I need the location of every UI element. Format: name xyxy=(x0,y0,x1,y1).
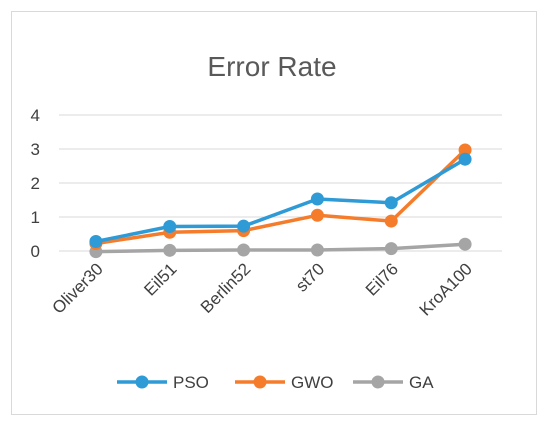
y-axis-ticks: 0 1 2 3 4 xyxy=(31,106,40,261)
legend-item-ga: GA xyxy=(353,373,434,392)
data-point-gwo xyxy=(384,214,398,228)
legend-label-ga: GA xyxy=(409,373,434,392)
y-tick-label: 4 xyxy=(31,106,40,125)
x-tick-label: Eil76 xyxy=(362,259,402,299)
legend-label-gwo: GWO xyxy=(291,373,334,392)
series-pso xyxy=(89,152,472,248)
data-point-ga xyxy=(163,243,177,257)
chart-frame: Error Rate 0 1 2 3 4 Oliver30 Eil51 Berlin52 st… xyxy=(11,11,537,415)
line-chart: Error Rate 0 1 2 3 4 Oliver30 Eil51 Berlin52 st… xyxy=(31,51,502,392)
legend-label-pso: PSO xyxy=(173,373,209,392)
y-tick-label: 1 xyxy=(31,208,40,227)
data-point-ga xyxy=(384,242,398,256)
data-point-pso xyxy=(458,152,472,166)
data-point-gwo xyxy=(458,143,472,157)
data-point-pso xyxy=(384,196,398,210)
y-tick-label: 2 xyxy=(31,174,40,193)
y-tick-label: 0 xyxy=(31,242,40,261)
legend: PSO GWO GA xyxy=(117,373,434,392)
data-point-pso xyxy=(237,219,251,233)
y-tick-label: 3 xyxy=(31,140,40,159)
data-point-ga xyxy=(310,243,324,257)
data-point-pso xyxy=(310,192,324,206)
data-point-pso xyxy=(89,234,103,248)
legend-marker-gwo xyxy=(253,375,267,389)
series-line-ga xyxy=(94,242,467,254)
series-gwo xyxy=(89,143,472,251)
series-layer xyxy=(89,143,472,259)
legend-item-pso: PSO xyxy=(117,373,209,392)
series-ga xyxy=(89,237,472,259)
gridlines xyxy=(59,114,502,252)
x-axis-ticks: Oliver30 Eil51 Berlin52 st70 Eil76 KroA100 xyxy=(49,259,476,319)
data-point-gwo xyxy=(310,208,324,222)
data-point-ga xyxy=(458,237,472,251)
chart-title: Error Rate xyxy=(207,51,336,82)
x-tick-label: KroA100 xyxy=(416,259,476,319)
x-tick-label: Oliver30 xyxy=(49,259,107,317)
data-point-pso xyxy=(163,220,177,234)
series-line-gwo xyxy=(94,148,467,246)
x-tick-label: st70 xyxy=(292,259,328,295)
legend-marker-pso xyxy=(135,375,149,389)
legend-item-gwo: GWO xyxy=(235,373,334,392)
data-point-ga xyxy=(237,243,251,257)
x-tick-label: Berlin52 xyxy=(197,259,255,317)
legend-marker-ga xyxy=(371,375,385,389)
series-line-pso xyxy=(94,157,467,244)
x-tick-label: Eil51 xyxy=(140,259,180,299)
